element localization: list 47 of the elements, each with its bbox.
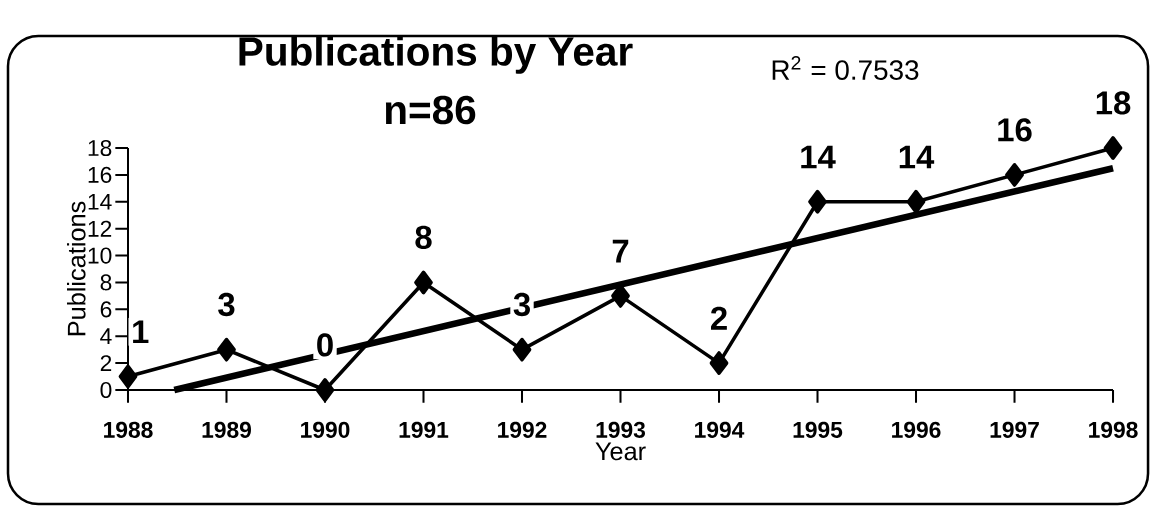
data-label: 18 xyxy=(1096,91,1131,115)
x-axis-title: Year xyxy=(595,442,646,461)
chart-subtitle: n=86 xyxy=(385,95,476,125)
y-tick-label: 4 xyxy=(100,328,112,345)
point xyxy=(709,351,729,376)
y-tick-label: 12 xyxy=(88,220,112,237)
point xyxy=(512,337,532,362)
data-label: 0 xyxy=(317,333,333,357)
point xyxy=(808,189,827,214)
data-label: 3 xyxy=(513,292,530,317)
x-tick-label: 1996 xyxy=(892,421,941,438)
data-label: 8 xyxy=(415,225,432,250)
x-tick-label: 1995 xyxy=(793,421,843,438)
y-tick-label: 10 xyxy=(88,247,112,264)
y-tick-label: 16 xyxy=(88,166,112,183)
x-tick-label: 1994 xyxy=(695,421,745,438)
y-tick-label: 6 xyxy=(100,301,112,318)
x-tick-label: 1989 xyxy=(202,421,251,438)
point xyxy=(217,337,236,362)
point xyxy=(906,189,926,214)
y-axis-title: Publications xyxy=(66,201,86,336)
point xyxy=(1005,163,1024,187)
x-tick-label: 1997 xyxy=(990,421,1039,438)
x-tick-label: 1990 xyxy=(301,421,350,438)
data-label: 14 xyxy=(899,145,935,169)
data-label: 2 xyxy=(711,306,727,330)
y-tick-label: 18 xyxy=(88,139,112,157)
x-tick-label: 1998 xyxy=(1089,421,1138,438)
x-tick-label: 1993 xyxy=(596,421,646,438)
data-label: 14 xyxy=(801,145,836,169)
y-tick-label: 0 xyxy=(100,381,112,399)
x-tick-label: 1991 xyxy=(399,421,449,438)
x-tick-label: 1992 xyxy=(498,421,547,438)
data-label: 16 xyxy=(998,118,1032,142)
y-tick-label: 2 xyxy=(100,355,112,372)
point xyxy=(315,378,335,402)
data-label: 1 xyxy=(133,320,149,344)
point xyxy=(118,364,138,389)
data-label: 7 xyxy=(612,239,629,263)
point xyxy=(414,270,433,295)
text: R$^{2}$ = 0.7533 xyxy=(772,55,919,80)
y-tick-label: 14 xyxy=(88,193,112,210)
data-label: 3 xyxy=(218,292,235,317)
chart-title: Publications by Year xyxy=(239,36,633,74)
point xyxy=(1103,136,1123,160)
y-tick-label: 8 xyxy=(100,274,112,291)
x-tick-label: 1988 xyxy=(104,421,153,438)
